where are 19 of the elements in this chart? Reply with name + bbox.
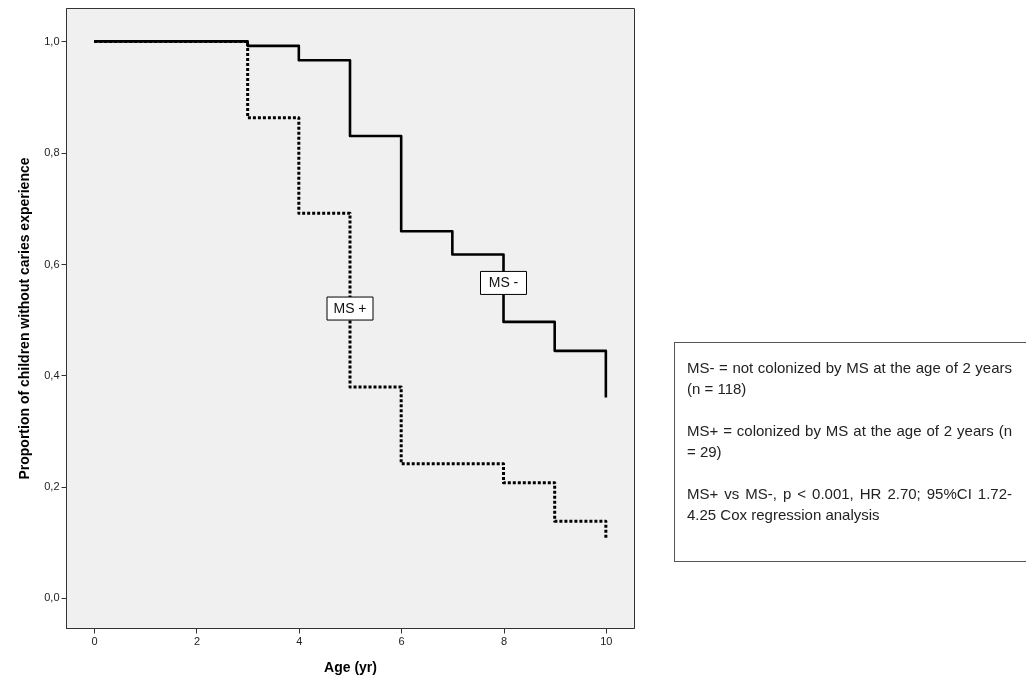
text: MS+ = colonized by MS at the age of 2 years (n = 29) [687,421,1012,462]
y-tick-label: 0,2 [44,480,60,493]
y-tick-label: 0,8 [44,146,60,159]
x-axis-title: Age (yr) [324,658,377,675]
x-tick-label: 6 [398,634,405,647]
x-tick-label: 4 [296,634,303,647]
y-tick-label: 1,0 [44,34,60,47]
annotation: MS + [333,299,367,316]
x-tick-label: 2 [193,634,201,647]
x-tick-label: 0 [91,634,98,647]
text: MS- = not colonized by MS at the age of 2 years (n = 118) [687,358,1012,399]
annotation: MS - [488,273,519,290]
y-tick-label: 0,0 [44,591,60,604]
y-tick-label: 0,6 [44,257,60,270]
y-tick-label: 0,4 [44,368,60,381]
x-tick-label: 10 [600,634,613,647]
text: MS+ vs MS-, p < 0.001, HR 2.70; 95%CI 1.72-4.25 Cox regression analysis [687,484,1012,525]
x-tick-label: 8 [500,634,508,647]
y-axis-title: Proportion of children without caries experience [16,157,33,480]
